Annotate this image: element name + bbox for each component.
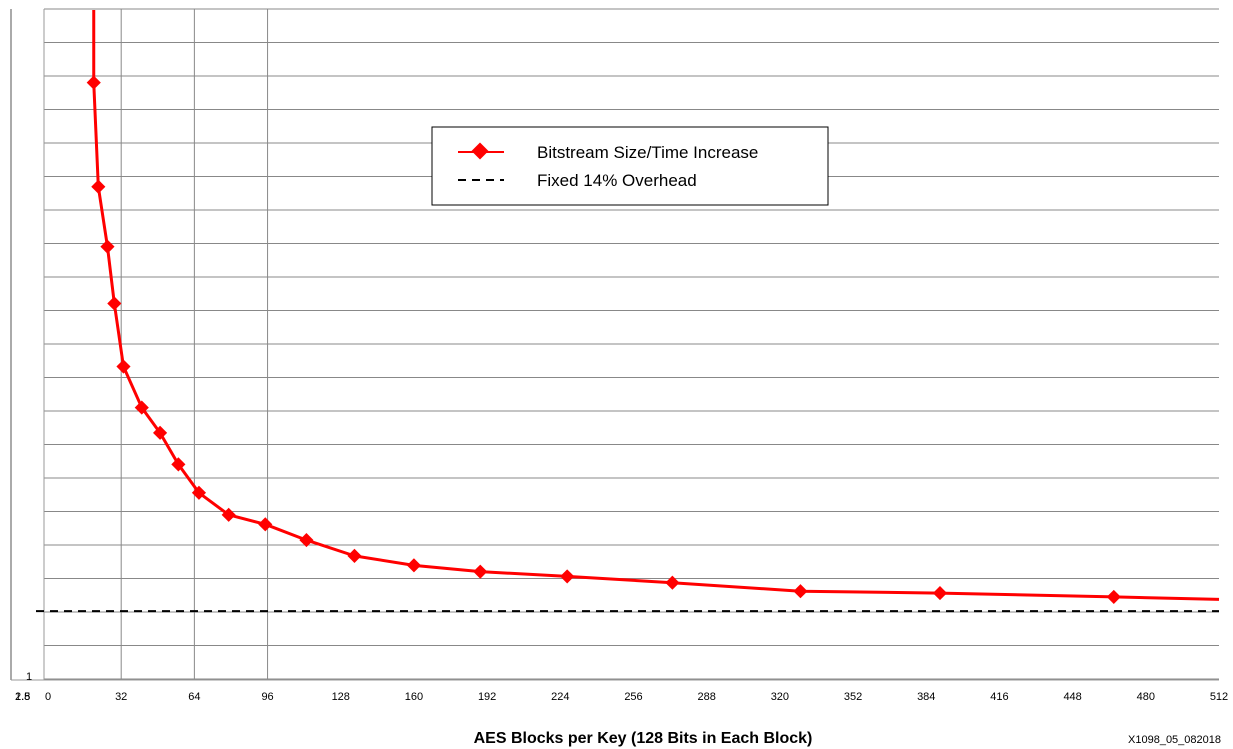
data-point-marker (473, 564, 488, 579)
x-tick-label: 64 (188, 691, 200, 703)
legend-box (431, 126, 829, 206)
data-point-marker (152, 425, 168, 440)
x-tick-label: 352 (844, 691, 862, 703)
y-tick-labels: 1 2.8 1.5 (15, 671, 32, 703)
data-point-marker (560, 569, 575, 584)
legend-item: Bitstream Size/Time Increase (458, 142, 758, 162)
data-point-marker (299, 533, 314, 548)
x-tick-label: 128 (332, 691, 350, 703)
legend-marker-diamond (471, 142, 489, 160)
x-tick-label: 160 (405, 691, 423, 703)
x-tick-label: 416 (990, 691, 1008, 703)
horizontal-gridlines (44, 8, 1219, 680)
x-tick-label: 384 (917, 691, 935, 703)
y-tick-label: 1.5 (15, 691, 30, 703)
x-tick-label: 192 (478, 691, 496, 703)
x-tick-label: 480 (1137, 691, 1155, 703)
x-tick-label: 320 (771, 691, 789, 703)
x-tick-label: 256 (624, 691, 642, 703)
data-point-marker (665, 575, 680, 590)
data-point-marker (1106, 589, 1121, 604)
data-point-marker (406, 558, 422, 573)
data-point-marker (347, 548, 362, 563)
x-tick-label: 32 (115, 691, 127, 703)
data-point-marker (116, 359, 131, 374)
data-point-marker (221, 507, 236, 522)
y-tick-label: 2.8 (15, 691, 30, 703)
series-line-bitstream (92, 10, 1220, 601)
legend-label: Bitstream Size/Time Increase (537, 143, 758, 162)
legend: Bitstream Size/Time Increase Fixed 14% O… (431, 126, 829, 206)
y-tick-label: 1 (26, 671, 32, 683)
x-tick-label: 448 (1063, 691, 1081, 703)
x-tick-label: 96 (261, 691, 273, 703)
x-tick-label: 288 (698, 691, 716, 703)
x-tick-label: 0 (45, 691, 51, 703)
x-tick-label: 512 (1210, 691, 1228, 703)
data-point-marker (932, 586, 948, 601)
legend-label: Fixed 14% Overhead (537, 171, 697, 190)
data-point-marker (258, 517, 273, 532)
data-point-marker (171, 457, 186, 472)
data-point-marker (191, 485, 207, 500)
x-tick-label: 224 (551, 691, 569, 703)
data-point-marker (793, 584, 808, 599)
x-tick-labels: 0 32 64 96 128 160 192 224 256 288 320 352 384 416 448… (45, 691, 1228, 703)
axes (10, 9, 1219, 681)
data-point-marker (134, 400, 149, 415)
series-layer (36, 10, 1220, 613)
legend-item: Fixed 14% Overhead (458, 171, 697, 190)
data-point-marker (107, 296, 122, 311)
x-axis-title: AES Blocks per Key (128 Bits in Each Blo… (474, 730, 813, 747)
figure-id: X1098_05_082018 (1128, 734, 1221, 746)
